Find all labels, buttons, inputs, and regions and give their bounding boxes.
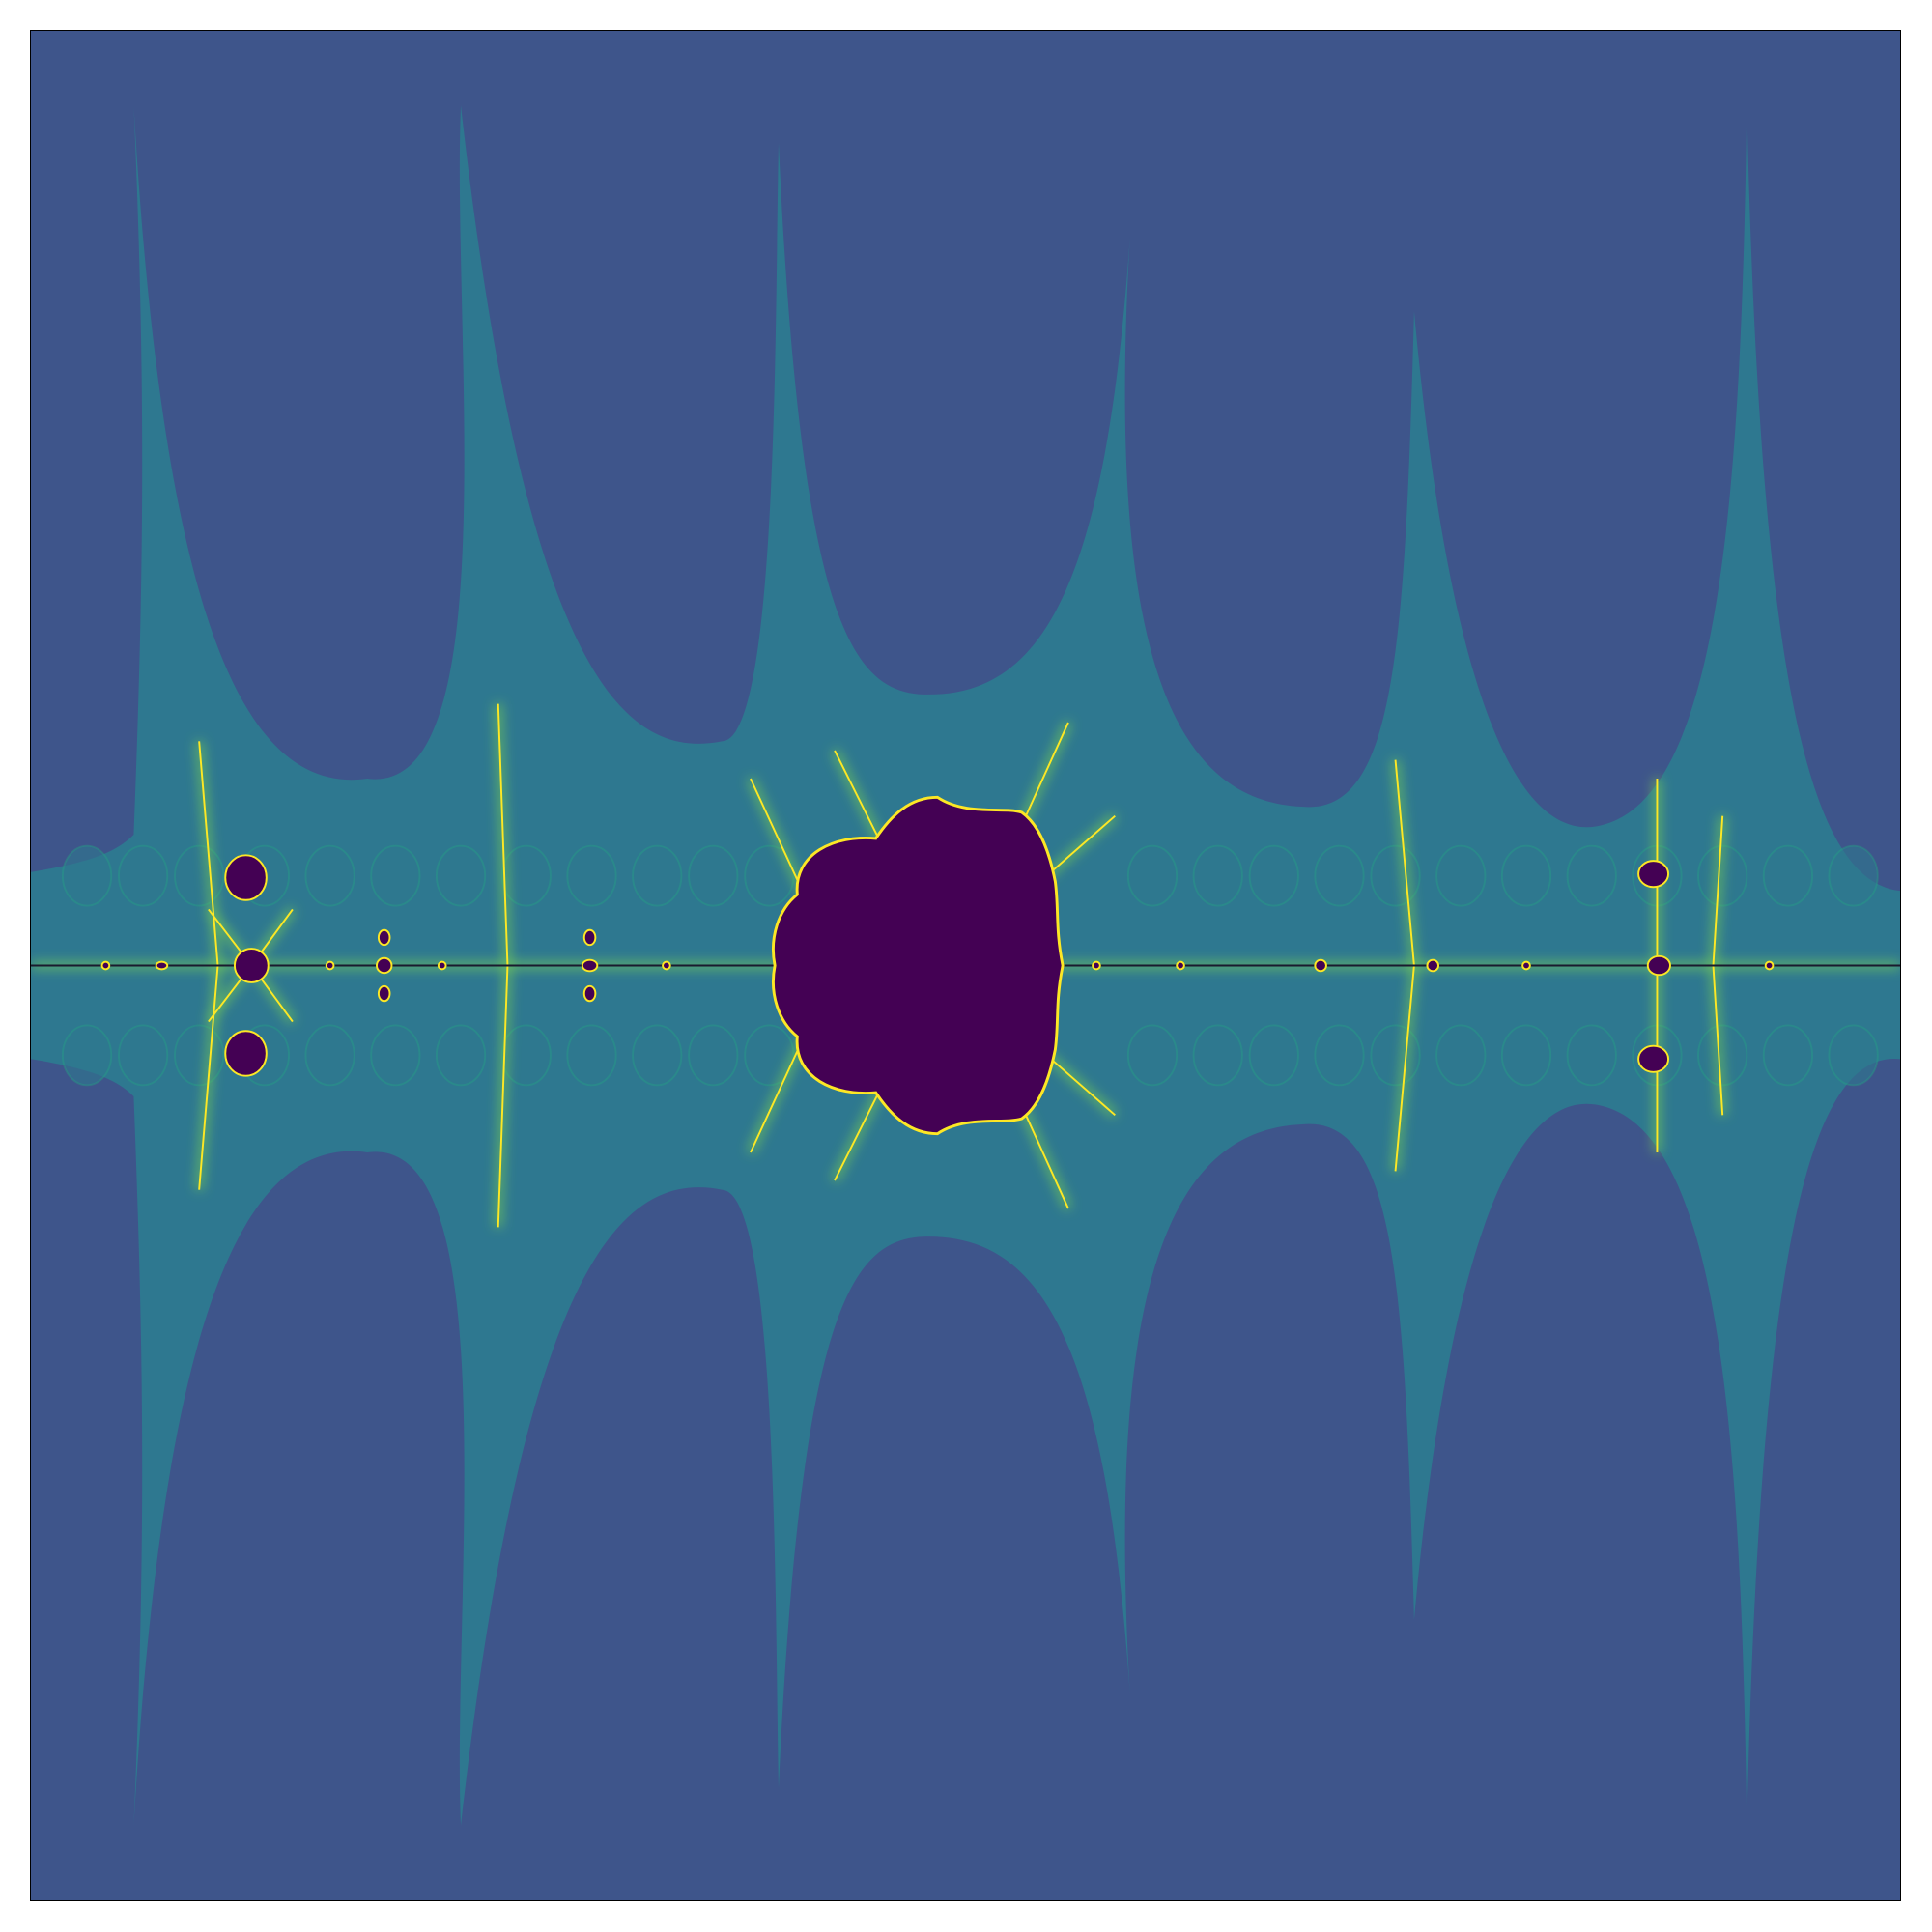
mini-set [377,928,391,947]
band-lobe [1566,1024,1617,1087]
band-lobe [1435,844,1487,907]
band-lobe [1248,844,1299,907]
band-lobe [1126,844,1179,907]
band-lobe [1370,1024,1421,1087]
band-lobe [61,1024,113,1087]
band-lobe [435,1024,487,1087]
band-lobe [632,844,683,907]
band-lobe [688,1024,739,1087]
band-lobe [304,844,355,907]
main-set-body [772,795,1065,1136]
band-lobe [1828,1024,1879,1087]
mini-set [155,960,169,971]
mini-set [376,956,393,975]
mini-set [581,958,599,973]
band-lobe [304,1024,355,1087]
band-lobe [1435,1024,1487,1087]
filament-cores [31,703,1900,1228]
mini-set [582,928,597,947]
mini-sets [100,854,1775,1077]
band-lobe [370,844,421,907]
filament-core [1712,965,1724,1116]
filament-core [1394,759,1415,966]
band-lobe [632,1024,683,1087]
band-lobe [500,1024,552,1087]
band-lobe [688,844,739,907]
band-lobe [566,1024,617,1087]
band-lobe [1314,844,1365,907]
mini-set [1637,860,1670,889]
band-lobe [117,1024,169,1087]
mini-set [1314,958,1327,973]
mini-set [1092,960,1101,971]
plot-frame [30,30,1901,1901]
band-lobe [1192,844,1243,907]
mini-set [224,1030,268,1077]
mini-set [1176,960,1185,971]
fractal-image [31,31,1900,1900]
mini-set [1426,958,1440,973]
mini-set [437,960,447,971]
band-lobe [566,844,617,907]
filament-core [497,703,509,966]
band-lobe [1828,844,1879,907]
band-lobe [61,844,113,907]
band-lobe [1500,844,1552,907]
band-lobe [117,844,169,907]
filament-core [1394,965,1415,1172]
mini-set [1521,960,1531,971]
band-lobe [1192,1024,1243,1087]
filament-core [834,1086,883,1181]
filament-core [1020,722,1069,826]
filament-core [497,965,509,1228]
mini-set [233,948,270,983]
band-lobe [1762,1024,1814,1087]
filament-core [834,750,883,845]
filament-core [198,965,219,1190]
mini-set [662,960,671,971]
band-lobe [1248,1024,1299,1087]
mini-set [224,854,268,901]
filament-core [1020,1105,1069,1209]
mini-set [377,984,391,1003]
mini-set [582,984,597,1003]
band-lobe [1762,844,1814,907]
band-lobe [1126,1024,1179,1087]
band-lobe [435,844,487,907]
mini-set [1637,1044,1670,1073]
mini-set [1764,960,1775,971]
filament-core [198,741,219,966]
band-lobe [1566,844,1617,907]
filament-core [1712,815,1724,966]
mini-set [100,960,111,971]
band-lobe [174,1024,225,1087]
mini-set [325,960,335,971]
band-lobe [174,844,225,907]
band-lobe [500,844,552,907]
mini-set [1646,954,1671,977]
band-lobe [370,1024,421,1087]
band-lobe [1500,1024,1552,1087]
band-lobe [1314,1024,1365,1087]
band-lobe [1370,844,1421,907]
